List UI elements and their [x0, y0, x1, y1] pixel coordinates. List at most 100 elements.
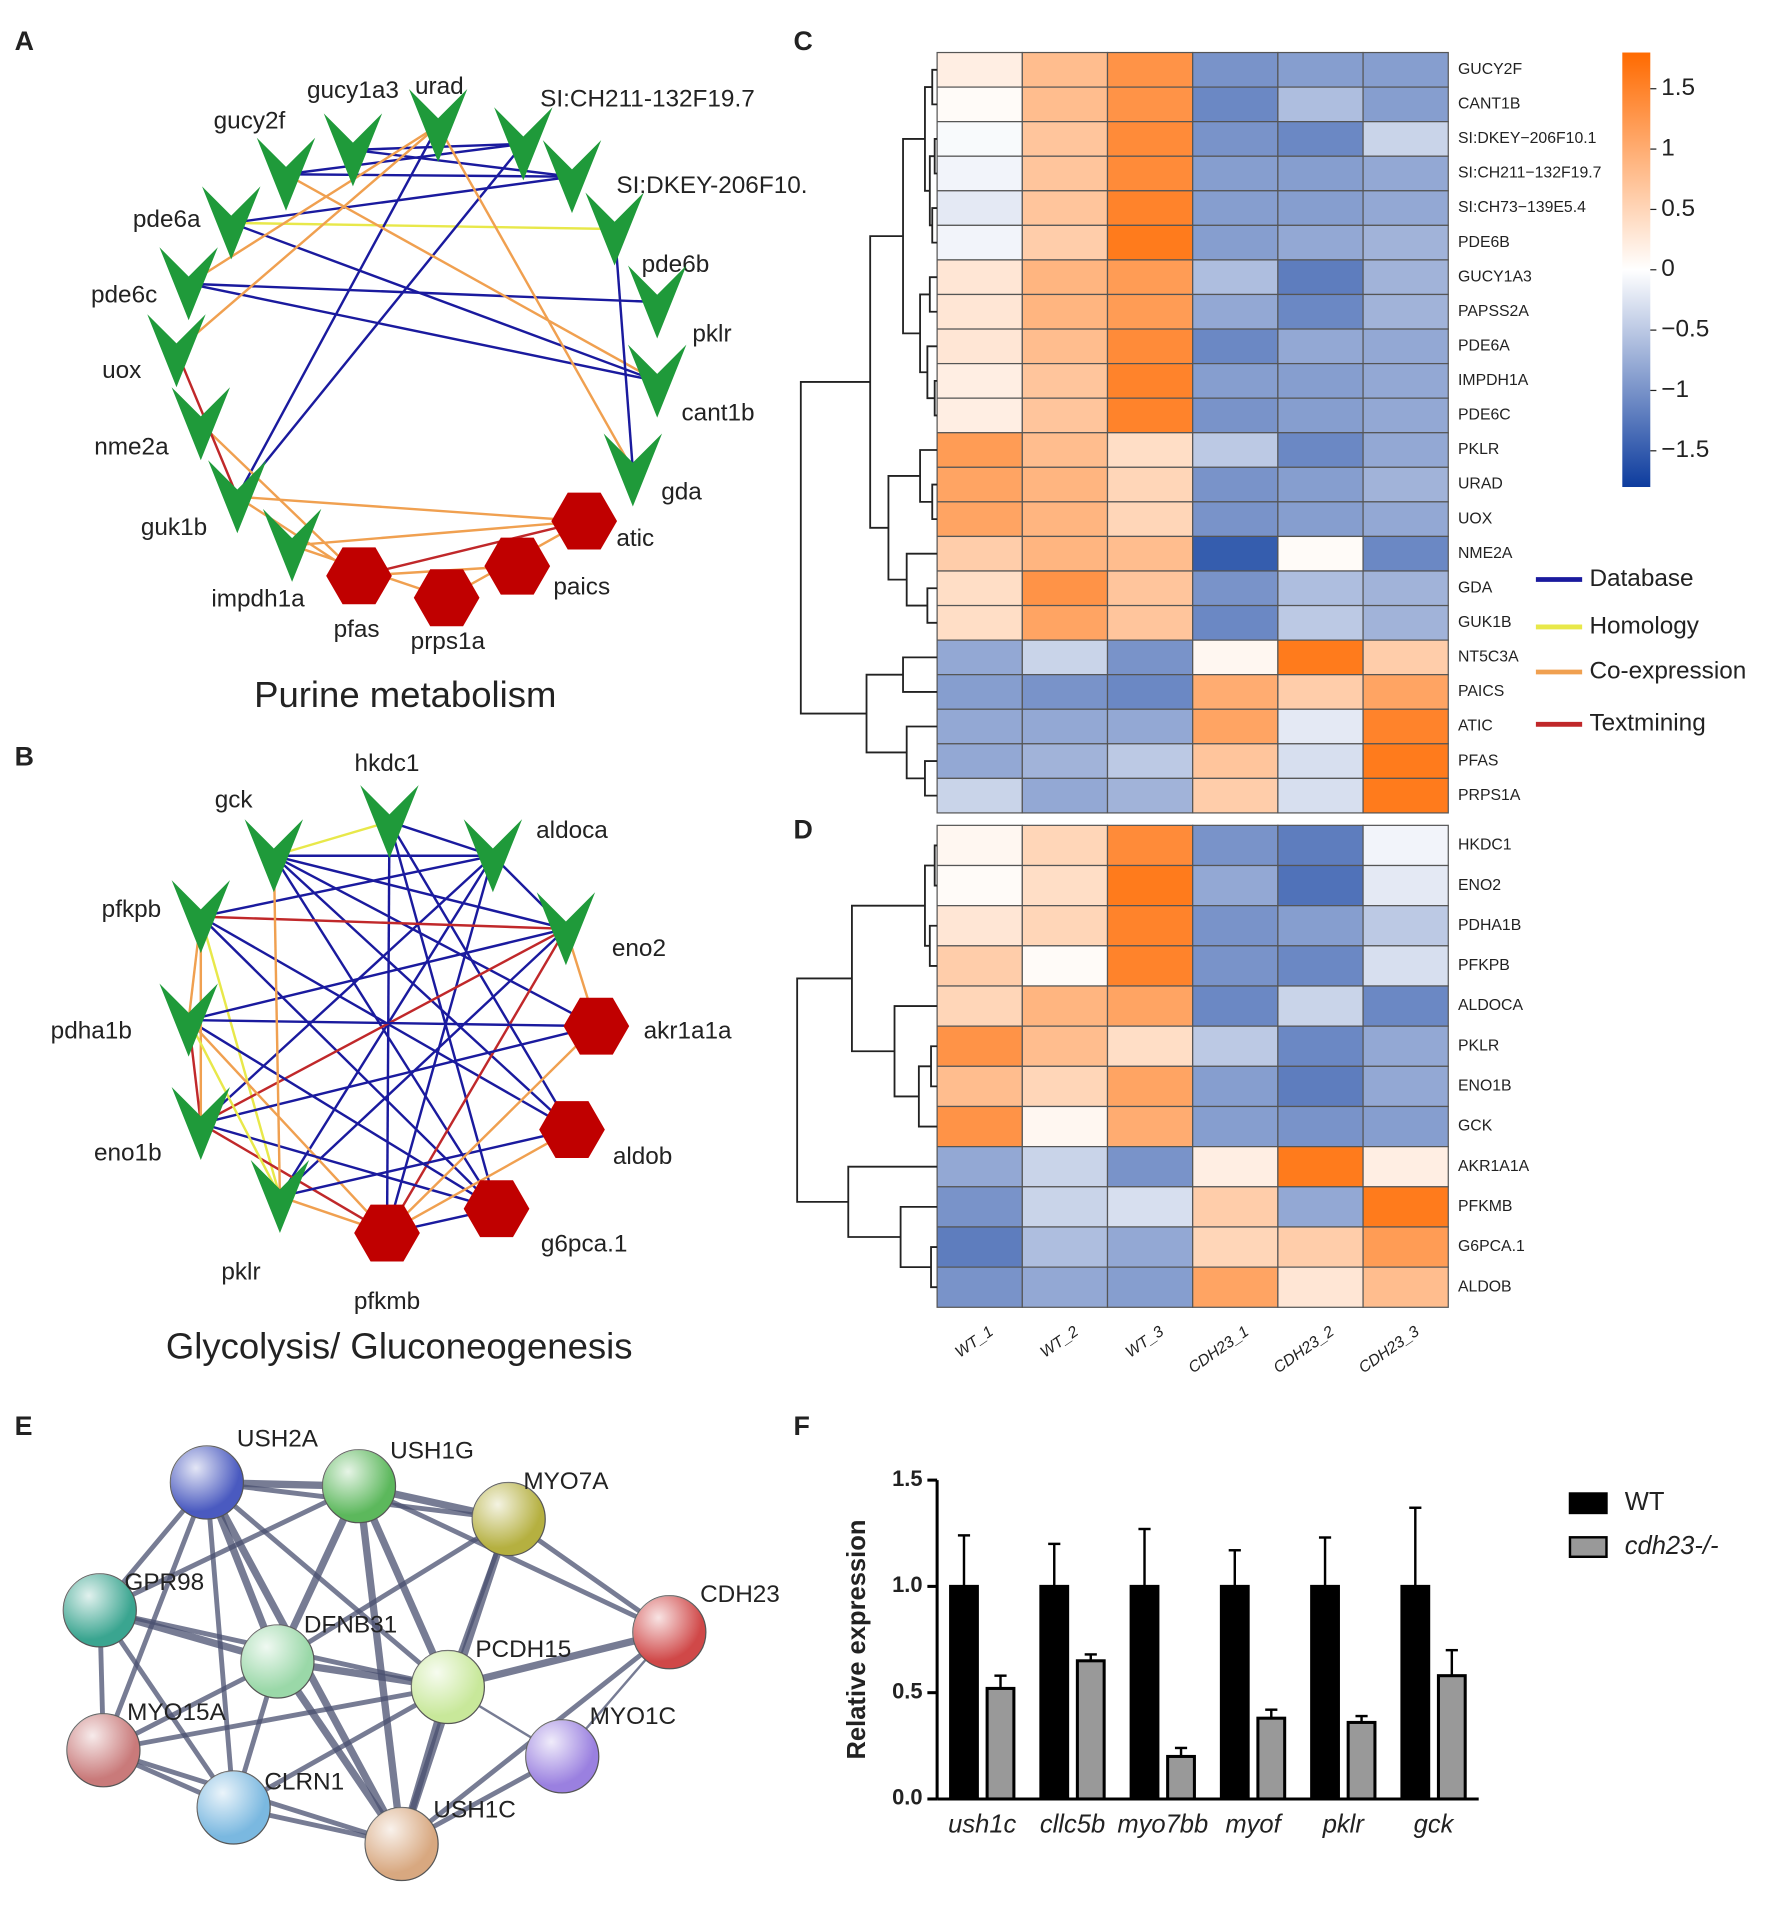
heatmap-cell: [1021, 604, 1109, 641]
node-label: atic: [616, 525, 654, 552]
node-label: pklr: [221, 1259, 260, 1286]
heatmap-cell: [1192, 864, 1279, 907]
heatmap-cell: [1106, 51, 1194, 88]
heatmap-cell: [1277, 905, 1364, 947]
heatmap-cell: [1192, 86, 1279, 123]
y-tick-label: 0.0: [892, 1785, 922, 1810]
network-node: [354, 1204, 420, 1262]
heatmap-cell: [1362, 51, 1449, 88]
dendrogram: [919, 449, 938, 503]
heatmap-cell: [1192, 432, 1279, 468]
heatmap-cell: [1277, 293, 1364, 330]
network-edge: [236, 124, 440, 498]
heatmap-cell: [1192, 535, 1279, 572]
row-label: GUCY2F: [1458, 61, 1522, 78]
bar: [1039, 1584, 1070, 1801]
node-label: gck: [215, 786, 254, 813]
heatmap-cell: [1362, 639, 1449, 676]
dendrogram: [796, 977, 852, 1203]
node-label: pdha1b: [51, 1018, 132, 1045]
dendrogram: [919, 293, 930, 374]
heatmap-cell: [1362, 362, 1449, 399]
dendrogram: [869, 235, 904, 529]
heatmap-cell: [1021, 432, 1109, 468]
heatmap-cell: [936, 743, 1023, 779]
colorbar-label: −0.5: [1661, 316, 1709, 343]
heatmap-cell: [1192, 362, 1279, 399]
network-node: [250, 1160, 310, 1234]
heatmap-cell: [1362, 1146, 1449, 1188]
row-label: PFKPB: [1458, 957, 1510, 974]
node-label: g6pca.1: [541, 1231, 628, 1258]
heatmap-cell: [936, 1105, 1023, 1148]
network-edge: [230, 221, 658, 383]
heatmap-cell: [1362, 674, 1449, 710]
heatmap-cell: [936, 121, 1023, 157]
heatmap-cell: [1106, 1025, 1194, 1067]
heatmap-cell: [1192, 604, 1279, 641]
row-label: SI:CH73−139E5.4: [1458, 199, 1586, 216]
heatmap-cell: [1192, 824, 1279, 867]
heatmap-cell: [1106, 1065, 1194, 1108]
string-label: GPR98: [124, 1569, 204, 1596]
heatmap-cell: [1192, 1226, 1279, 1268]
heatmap-cell: [1192, 190, 1279, 226]
network-edge: [200, 854, 494, 918]
network-node: [171, 387, 231, 461]
network-node: [147, 314, 206, 388]
heatmap-cell: [1192, 328, 1279, 365]
heatmap-cell: [1192, 293, 1279, 330]
heatmap-cell: [1021, 259, 1109, 296]
heatmap-cell: [936, 639, 1023, 676]
y-tick-label: 1.0: [892, 1572, 922, 1597]
bar: [1400, 1584, 1431, 1801]
node-label: aldoca: [536, 817, 608, 844]
heatmap-cell: [1192, 1146, 1279, 1188]
network-edge: [386, 1025, 598, 1234]
row-label: AKR1A1A: [1458, 1158, 1530, 1175]
node-shine: [525, 1719, 599, 1793]
heatmap-cell: [1362, 1025, 1449, 1067]
row-label: GUCY1A3: [1458, 268, 1532, 285]
network-edge: [187, 1019, 388, 1234]
network-node: [484, 537, 551, 595]
heatmap-cell: [1362, 121, 1449, 157]
heatmap-cell: [936, 535, 1023, 572]
heatmap-cell: [1277, 824, 1364, 867]
y-tick-label: 0.5: [892, 1678, 922, 1703]
heatmap-cell: [1362, 708, 1449, 745]
heatmap-cell: [1192, 1266, 1279, 1308]
heatmap-cell: [1021, 905, 1109, 947]
y-tick-label: 1.5: [892, 1466, 922, 1491]
bar: [949, 1584, 979, 1801]
row-label: IMPDH1A: [1458, 372, 1529, 389]
heatmap-cell: [1192, 1186, 1279, 1228]
node-shine: [66, 1713, 140, 1787]
network-node: [326, 547, 392, 605]
heatmap-cell: [936, 1025, 1023, 1067]
string-label: USH1C: [433, 1797, 515, 1824]
column-label: CDH23_1: [1186, 1323, 1253, 1377]
network-node: [408, 89, 468, 163]
heatmap-cell: [1277, 1186, 1364, 1228]
heatmap-cell: [1362, 1065, 1449, 1108]
panel-letter: F: [794, 1411, 810, 1441]
node-label: akr1a1a: [644, 1018, 732, 1045]
legend-label: Database: [1589, 565, 1693, 592]
network-edge: [199, 422, 360, 577]
colorbar-label: 1: [1661, 135, 1675, 162]
heatmap-cell: [1362, 155, 1449, 192]
network-edge: [279, 1128, 573, 1198]
row-label: PDE6C: [1458, 407, 1511, 424]
heatmap-cell: [1106, 535, 1194, 572]
colorbar-label: −1: [1661, 376, 1689, 403]
legend-label: Homology: [1589, 612, 1699, 639]
heatmap-cell: [1021, 51, 1109, 88]
heatmap-cell: [1021, 224, 1109, 261]
network-edge: [231, 175, 573, 225]
row-label: NME2A: [1458, 545, 1513, 562]
heatmap-cell: [1192, 121, 1279, 157]
network-node: [202, 186, 261, 260]
node-label: cant1b: [682, 399, 755, 426]
row-label: ALDOCA: [1458, 997, 1523, 1014]
